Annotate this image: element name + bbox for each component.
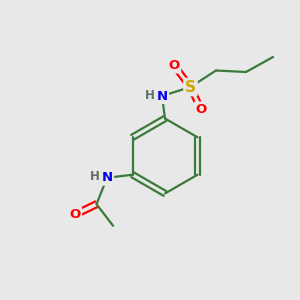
Text: O: O xyxy=(168,59,180,72)
Text: N: N xyxy=(101,171,112,184)
Text: S: S xyxy=(185,80,196,94)
Text: H: H xyxy=(89,170,99,183)
Text: H: H xyxy=(145,88,154,102)
Text: O: O xyxy=(195,103,207,116)
Text: O: O xyxy=(69,208,80,221)
Text: N: N xyxy=(156,89,168,103)
